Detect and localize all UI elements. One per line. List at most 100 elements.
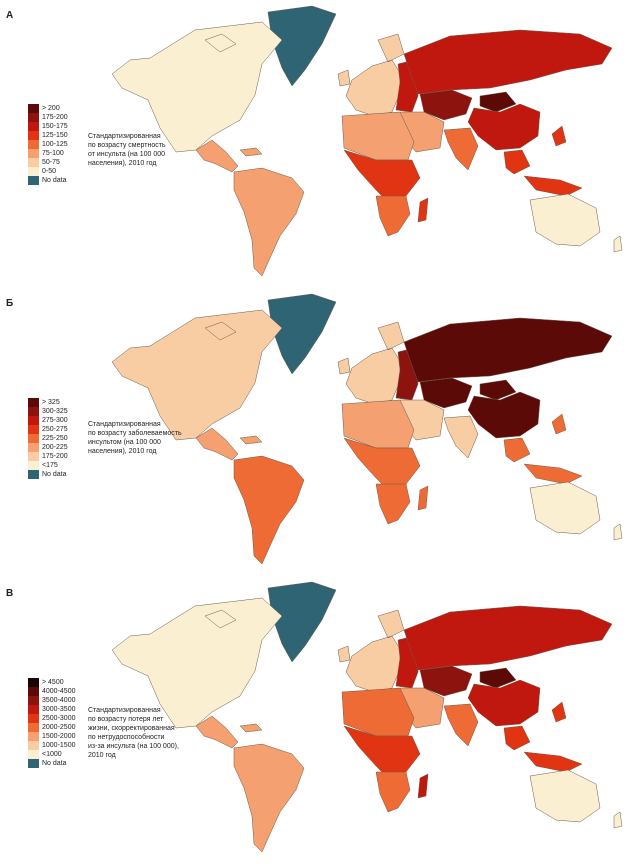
caption-a: Стандартизированная по возрасту смертност… (88, 132, 166, 168)
legend-item: 2000-2500 (28, 723, 75, 732)
region-north-america (111, 21, 283, 153)
caption-line: населения), 2010 год (88, 448, 157, 455)
region-madagascar (417, 485, 429, 511)
legend-item: <175 (28, 461, 68, 470)
legend-label: 0-50 (42, 168, 57, 175)
legend-label: <1000 (42, 751, 62, 758)
region-greenland (267, 581, 337, 663)
legend-swatch (28, 149, 39, 158)
caption-line: по возрасту смертность (88, 142, 166, 149)
legend-item: 125-150 (28, 131, 68, 140)
legend-item: 250-275 (28, 425, 68, 434)
region-south-asia (443, 127, 479, 171)
region-australia (529, 481, 623, 541)
region-australia (529, 769, 623, 829)
legend-swatch (28, 434, 39, 443)
region-central-america (195, 139, 263, 173)
legend-label: 225-250 (42, 435, 68, 442)
region-southeast-asia (503, 701, 583, 773)
legend-item: 275-300 (28, 416, 68, 425)
legend-item: 50-75 (28, 158, 68, 167)
caption-line: из-за инсульта (на 100 000), (88, 743, 179, 750)
legend-label: 200-225 (42, 444, 68, 451)
legend-item: No data (28, 176, 68, 185)
caption-line: Стандартизированная (88, 421, 161, 428)
panel-letter-b: Б (6, 298, 14, 309)
region-china (467, 391, 541, 439)
legend-label: 100-125 (42, 141, 68, 148)
region-africa-south (375, 483, 411, 525)
legend-swatch (28, 696, 39, 705)
legend-label: 4000-4500 (42, 688, 76, 695)
world-map-c (111, 581, 623, 853)
legend-label: 50-75 (42, 159, 60, 166)
caption-line: по возрасту заболеваемость (88, 430, 182, 437)
legend-item: 175-200 (28, 113, 68, 122)
region-southeast-asia (503, 413, 583, 485)
region-europe-west (337, 321, 405, 405)
legend-swatch (28, 741, 39, 750)
legend-swatch (28, 687, 39, 696)
region-russia (403, 605, 613, 671)
legend-swatch (28, 452, 39, 461)
legend-item: 175-200 (28, 452, 68, 461)
region-china (467, 679, 541, 727)
legend-item: > 4500 (28, 678, 75, 687)
world-map-a (111, 5, 623, 277)
legend-swatch (28, 759, 39, 768)
legend-swatch (28, 398, 39, 407)
panel-letter-c: В (6, 588, 14, 599)
caption-line: населения), 2010 год (88, 160, 157, 167)
legend-swatch (28, 678, 39, 687)
legend-label: 150-175 (42, 123, 68, 130)
region-russia (403, 29, 613, 95)
legend-swatch (28, 470, 39, 479)
legend-swatch (28, 461, 39, 470)
legend-swatch (28, 113, 39, 122)
legend-item: 1000-1500 (28, 741, 75, 750)
legend-swatch (28, 714, 39, 723)
region-africa-south (375, 771, 411, 813)
legend-label: <175 (42, 462, 58, 469)
region-south-america (233, 167, 305, 277)
caption-line: Стандартизированная (88, 133, 161, 140)
legend-item: <1000 (28, 750, 75, 759)
legend-label: 1500-2000 (42, 733, 76, 740)
legend-label: No data (42, 760, 67, 767)
caption-c: Стандартизированная по возрасту потеря ле… (88, 706, 179, 760)
legend-label: 300-325 (42, 408, 68, 415)
region-mongolia (479, 667, 517, 689)
legend-swatch (28, 416, 39, 425)
legend-label: 275-300 (42, 417, 68, 424)
region-europe-west (337, 609, 405, 693)
region-madagascar (417, 773, 429, 799)
legend-label: > 4500 (42, 679, 64, 686)
legend-item: 3000-3500 (28, 705, 75, 714)
map-panel-c: В > 4500 4000-4500 3500-4000 3000-3500 2500-… (0, 576, 640, 864)
region-central-america (195, 715, 263, 749)
caption-b: Стандартизированная по возрасту заболевае… (88, 420, 182, 456)
caption-line: от инсульта (на 100 000 (88, 151, 165, 158)
legend-item: 200-225 (28, 443, 68, 452)
legend-label: > 200 (42, 105, 60, 112)
legend-swatch (28, 131, 39, 140)
legend-item: No data (28, 470, 68, 479)
legend-label: 175-200 (42, 453, 68, 460)
legend-item: 225-250 (28, 434, 68, 443)
world-map-b (111, 293, 623, 565)
legend-item: > 200 (28, 104, 68, 113)
legend-item: 4000-4500 (28, 687, 75, 696)
region-madagascar (417, 197, 429, 223)
legend-label: > 325 (42, 399, 60, 406)
region-china (467, 103, 541, 151)
legend-label: No data (42, 471, 67, 478)
legend-item: > 325 (28, 398, 68, 407)
region-russia (403, 317, 613, 383)
legend-label: 3500-4000 (42, 697, 76, 704)
legend-swatch (28, 443, 39, 452)
caption-line: жизни, скорректированная (88, 725, 175, 732)
legend-swatch (28, 167, 39, 176)
legend-item: 150-175 (28, 122, 68, 131)
region-greenland (267, 5, 337, 87)
caption-line: инсультом (на 100 000 (88, 439, 161, 446)
